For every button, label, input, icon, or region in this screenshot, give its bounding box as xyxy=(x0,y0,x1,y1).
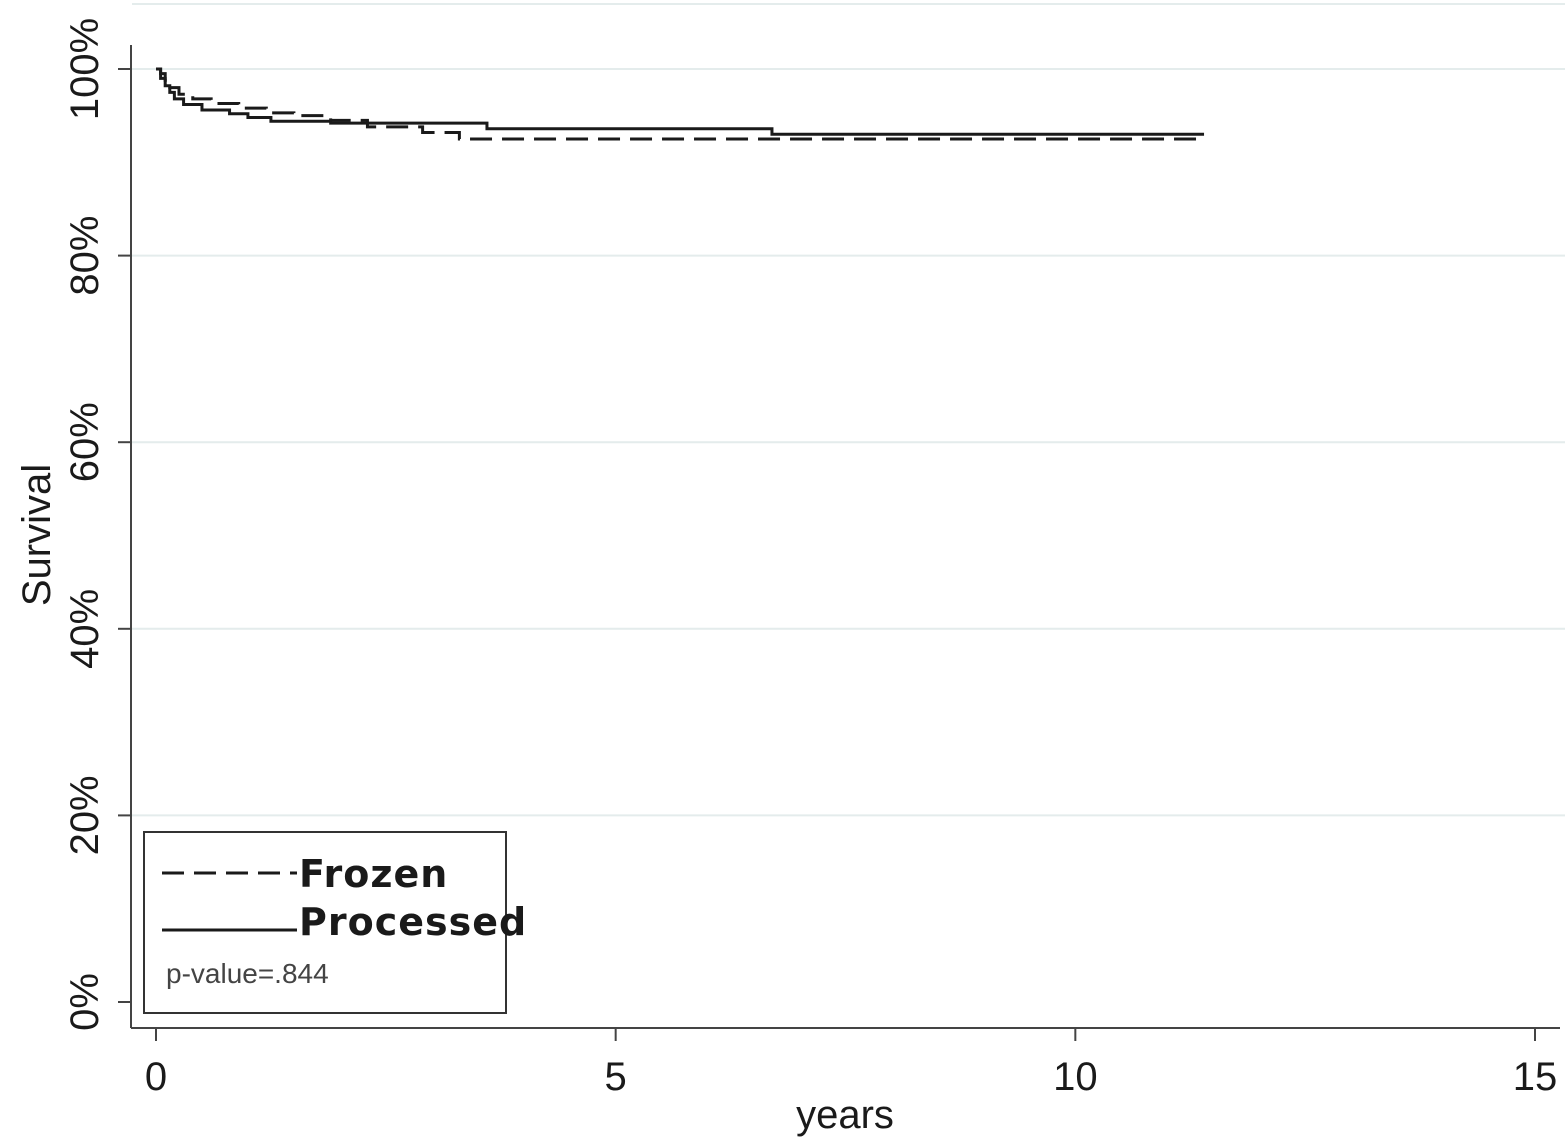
legend-label-frozen: Frozen xyxy=(299,852,448,896)
x-tick-label-0: 0 xyxy=(145,1055,167,1099)
y-tick-label-4: 80% xyxy=(63,216,107,296)
x-axis-title: years xyxy=(796,1093,894,1137)
x-tick-label-2: 10 xyxy=(1053,1055,1098,1099)
series-line-processed xyxy=(156,67,1205,136)
legend-label-processed: Processed xyxy=(299,900,527,944)
x-ticks: 0 5 10 15 xyxy=(145,1028,1557,1099)
y-tick-label-2: 40% xyxy=(63,589,107,669)
x-tick-label-1: 5 xyxy=(605,1055,627,1099)
y-tick-label-5: 100% xyxy=(63,18,107,120)
series-line-frozen xyxy=(156,67,1205,141)
gridlines xyxy=(132,3,1565,817)
series-lines xyxy=(156,67,1205,141)
p-value-annotation: p-value=.844 xyxy=(166,958,329,989)
legend: Frozen Processed p-value=.844 xyxy=(143,831,527,1014)
y-axis-title: Survival xyxy=(15,464,59,606)
legend-box xyxy=(143,831,507,1014)
axes xyxy=(130,45,1560,1029)
y-ticks: 0% 20% 40% 60% 80% 100% xyxy=(63,18,131,1031)
x-tick-label-3: 15 xyxy=(1513,1055,1558,1099)
y-tick-label-3: 60% xyxy=(63,402,107,482)
y-tick-label-0: 0% xyxy=(63,973,107,1031)
y-tick-label-1: 20% xyxy=(63,775,107,855)
